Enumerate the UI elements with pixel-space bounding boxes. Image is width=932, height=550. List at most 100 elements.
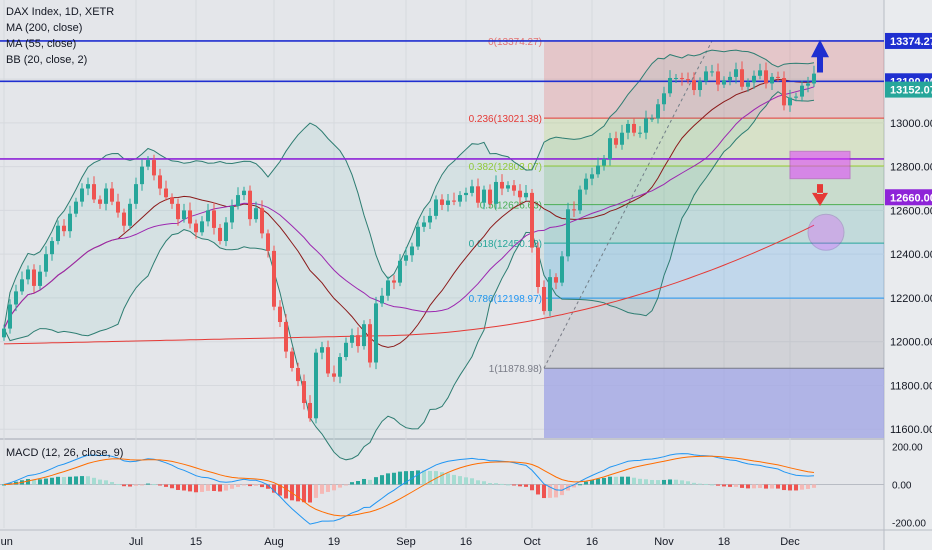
- candle-body: [470, 186, 474, 193]
- price-tick-label: 13000.00: [890, 118, 932, 130]
- macd-histogram-bar: [596, 478, 600, 485]
- fib-zone-0.236: [544, 40, 884, 119]
- candle-body: [704, 71, 708, 82]
- candle-body: [506, 185, 510, 189]
- macd-histogram-bar: [194, 484, 198, 493]
- macd-histogram-bar: [620, 476, 624, 485]
- macd-histogram-bar: [302, 484, 306, 503]
- candle-body: [488, 189, 492, 204]
- macd-histogram-bar: [374, 477, 378, 485]
- time-tick-label: 16: [460, 536, 472, 548]
- candle-body: [662, 93, 666, 105]
- macd-histogram-bar: [704, 483, 708, 485]
- price-tick-label: 12600.00: [890, 205, 932, 217]
- candle-body: [68, 213, 72, 232]
- candle-body: [476, 186, 480, 203]
- macd-histogram-bar: [518, 484, 522, 487]
- candle-body: [188, 210, 192, 224]
- fib-label-0.786: 0.786(12198.97): [469, 294, 542, 305]
- macd-histogram-bar: [746, 484, 750, 489]
- candle-body: [656, 104, 660, 119]
- price-tick-label: 12000.00: [890, 337, 932, 349]
- macd-histogram-bar: [326, 484, 330, 492]
- candle-body: [254, 208, 258, 220]
- candle-body: [632, 123, 636, 133]
- price-tick-label: 12200.00: [890, 293, 932, 305]
- macd-histogram-bar: [800, 484, 804, 490]
- macd-histogram-bar: [80, 476, 84, 485]
- candle-body: [572, 209, 576, 211]
- candle-body: [104, 188, 108, 204]
- candle-body: [26, 269, 30, 280]
- candle-body: [404, 255, 408, 261]
- macd-histogram-bar: [62, 477, 66, 485]
- macd-histogram-bar: [410, 470, 414, 485]
- macd-histogram-bar: [308, 484, 312, 503]
- candle-body: [602, 158, 606, 166]
- legend-ma200: MA (200, close): [6, 22, 83, 34]
- macd-histogram-bar: [86, 476, 90, 485]
- moving-averages: [3, 78, 815, 348]
- candle-body: [716, 71, 720, 85]
- macd-histogram-bar: [776, 484, 780, 489]
- candle-body: [134, 184, 138, 204]
- candle-body: [518, 190, 522, 198]
- candle-body: [800, 85, 804, 97]
- annotations[interactable]: [789, 39, 851, 251]
- candle-body: [212, 210, 216, 228]
- time-tick-label: Nov: [654, 536, 674, 548]
- macd-histogram-bar: [452, 474, 456, 485]
- candle-body: [224, 222, 228, 242]
- macd-histogram-bar: [182, 484, 186, 491]
- candle-body: [122, 212, 126, 226]
- candle-body: [806, 83, 810, 86]
- candle-body: [332, 373, 336, 377]
- macd-histogram-bar: [758, 484, 762, 489]
- fib-label-0.382: 0.382(12803.07): [469, 162, 542, 173]
- macd-histogram-bar: [470, 478, 474, 485]
- macd-histogram-bar: [392, 472, 396, 485]
- horizontal-lines[interactable]: [0, 40, 884, 160]
- fib-zone-0.786: [544, 243, 884, 299]
- candle-body: [740, 69, 744, 87]
- down-arrow-icon: [812, 184, 828, 207]
- macd-histogram-bar: [662, 479, 666, 485]
- chart-title: DAX Index, 1D, XETR: [6, 6, 115, 18]
- macd-histogram-bar: [278, 484, 282, 496]
- macd-histogram-bar: [740, 484, 744, 488]
- candle-body: [116, 201, 120, 213]
- candle-body: [140, 166, 144, 185]
- candle-body: [80, 188, 84, 202]
- candle-body: [794, 96, 798, 98]
- macd-histogram-bar: [272, 484, 276, 493]
- macd-histogram-bar: [422, 470, 426, 485]
- macd-histogram-bar: [782, 484, 786, 491]
- candle-body: [560, 256, 564, 283]
- macd-histogram-bar: [56, 476, 60, 485]
- candle-body: [614, 138, 618, 145]
- macd-histogram-bar: [344, 484, 348, 486]
- macd-tick-label: -200.00: [892, 518, 926, 529]
- ma-55: [3, 86, 815, 329]
- candle-body: [644, 118, 648, 133]
- price-axis[interactable]: 11600.00 11800.00 12000.00 12200.00 12400.00…: [885, 32, 932, 529]
- candle-body: [758, 70, 762, 76]
- macd-line: [3, 453, 815, 525]
- candle-body: [284, 322, 288, 352]
- candle-body: [338, 357, 342, 377]
- candle-body: [62, 225, 66, 232]
- candle-body: [302, 381, 306, 403]
- candle-body: [278, 306, 282, 323]
- macd-histogram-bar: [230, 484, 234, 489]
- macd-histogram-bar: [164, 484, 168, 487]
- macd-histogram-bar: [668, 479, 672, 485]
- time-axis[interactable]: Jun Jul 15 Aug 19 Sep 16 Oct 16 Nov 18 Dec: [0, 536, 800, 548]
- macd-histogram-bar: [458, 476, 462, 485]
- macd-histogram-bar: [698, 483, 702, 485]
- candle-body: [722, 80, 726, 85]
- candle-body: [2, 328, 6, 338]
- candle-body: [776, 76, 780, 78]
- candle-body: [248, 190, 252, 220]
- macd-histogram-bar: [488, 482, 492, 485]
